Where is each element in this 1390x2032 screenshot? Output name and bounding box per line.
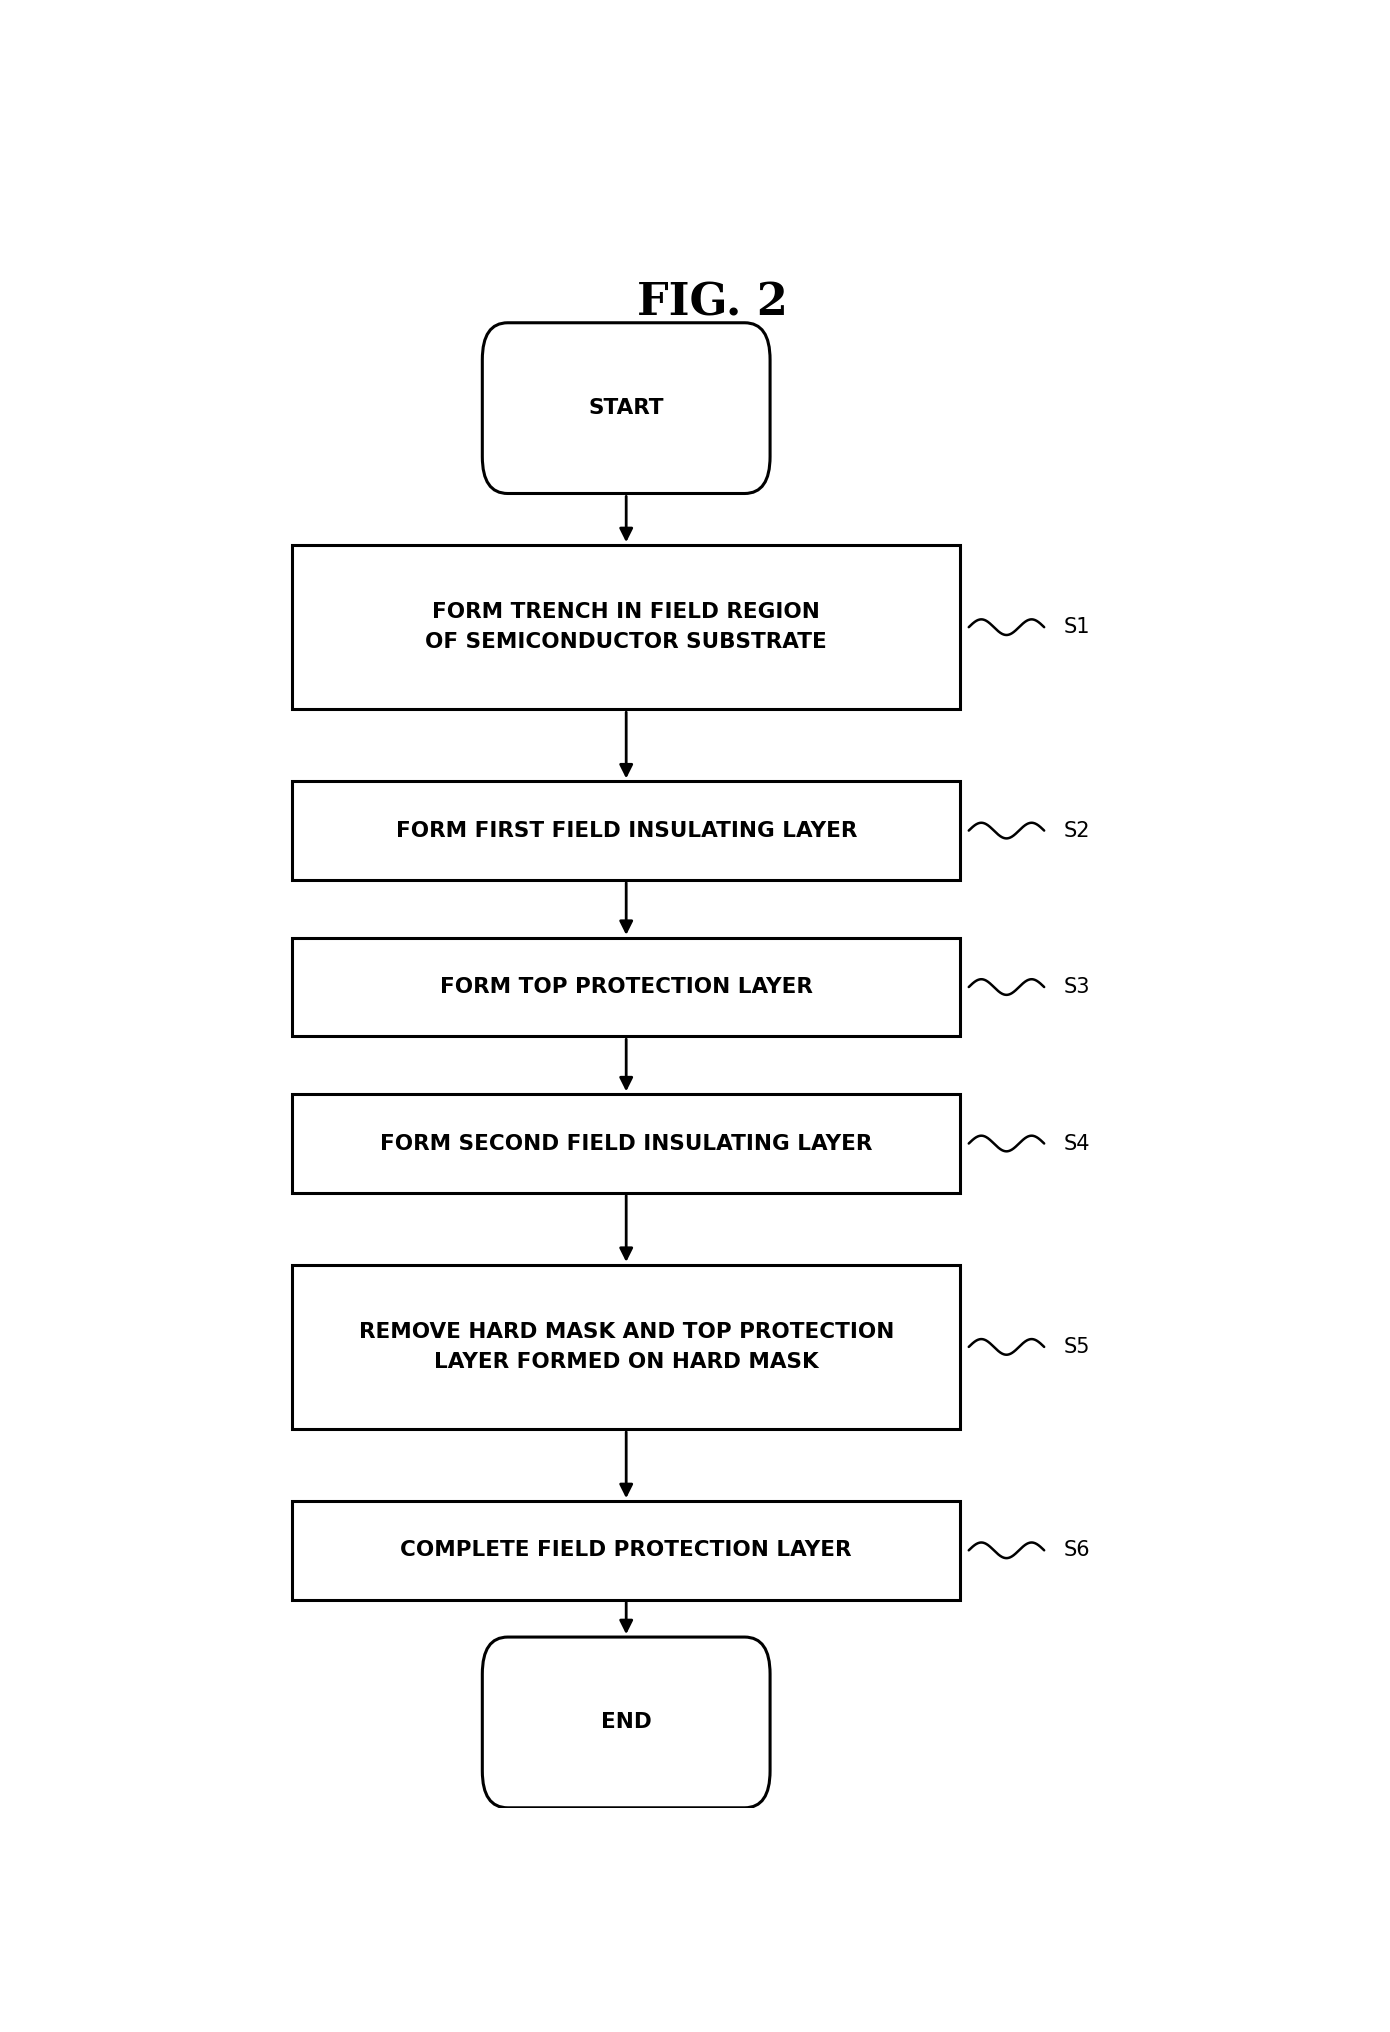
FancyBboxPatch shape [292, 780, 960, 880]
FancyBboxPatch shape [292, 1093, 960, 1193]
Text: END: END [600, 1713, 652, 1733]
FancyBboxPatch shape [292, 1502, 960, 1599]
Text: S1: S1 [1063, 618, 1090, 638]
FancyBboxPatch shape [292, 1264, 960, 1428]
Text: S5: S5 [1063, 1337, 1090, 1357]
Text: S4: S4 [1063, 1134, 1090, 1154]
Text: FIG. 2: FIG. 2 [637, 282, 788, 325]
Text: START: START [588, 398, 664, 419]
Text: S6: S6 [1063, 1540, 1090, 1561]
FancyBboxPatch shape [292, 545, 960, 709]
Text: FORM TOP PROTECTION LAYER: FORM TOP PROTECTION LAYER [439, 977, 813, 998]
Text: COMPLETE FIELD PROTECTION LAYER: COMPLETE FIELD PROTECTION LAYER [400, 1540, 852, 1561]
Text: S3: S3 [1063, 977, 1090, 998]
Text: FORM FIRST FIELD INSULATING LAYER: FORM FIRST FIELD INSULATING LAYER [396, 821, 856, 841]
FancyBboxPatch shape [482, 1638, 770, 1808]
Text: REMOVE HARD MASK AND TOP PROTECTION
LAYER FORMED ON HARD MASK: REMOVE HARD MASK AND TOP PROTECTION LAYE… [359, 1323, 894, 1372]
Text: FORM TRENCH IN FIELD REGION
OF SEMICONDUCTOR SUBSTRATE: FORM TRENCH IN FIELD REGION OF SEMICONDU… [425, 601, 827, 652]
Text: FORM SECOND FIELD INSULATING LAYER: FORM SECOND FIELD INSULATING LAYER [379, 1134, 873, 1154]
FancyBboxPatch shape [292, 937, 960, 1036]
Text: S2: S2 [1063, 821, 1090, 841]
FancyBboxPatch shape [482, 323, 770, 494]
